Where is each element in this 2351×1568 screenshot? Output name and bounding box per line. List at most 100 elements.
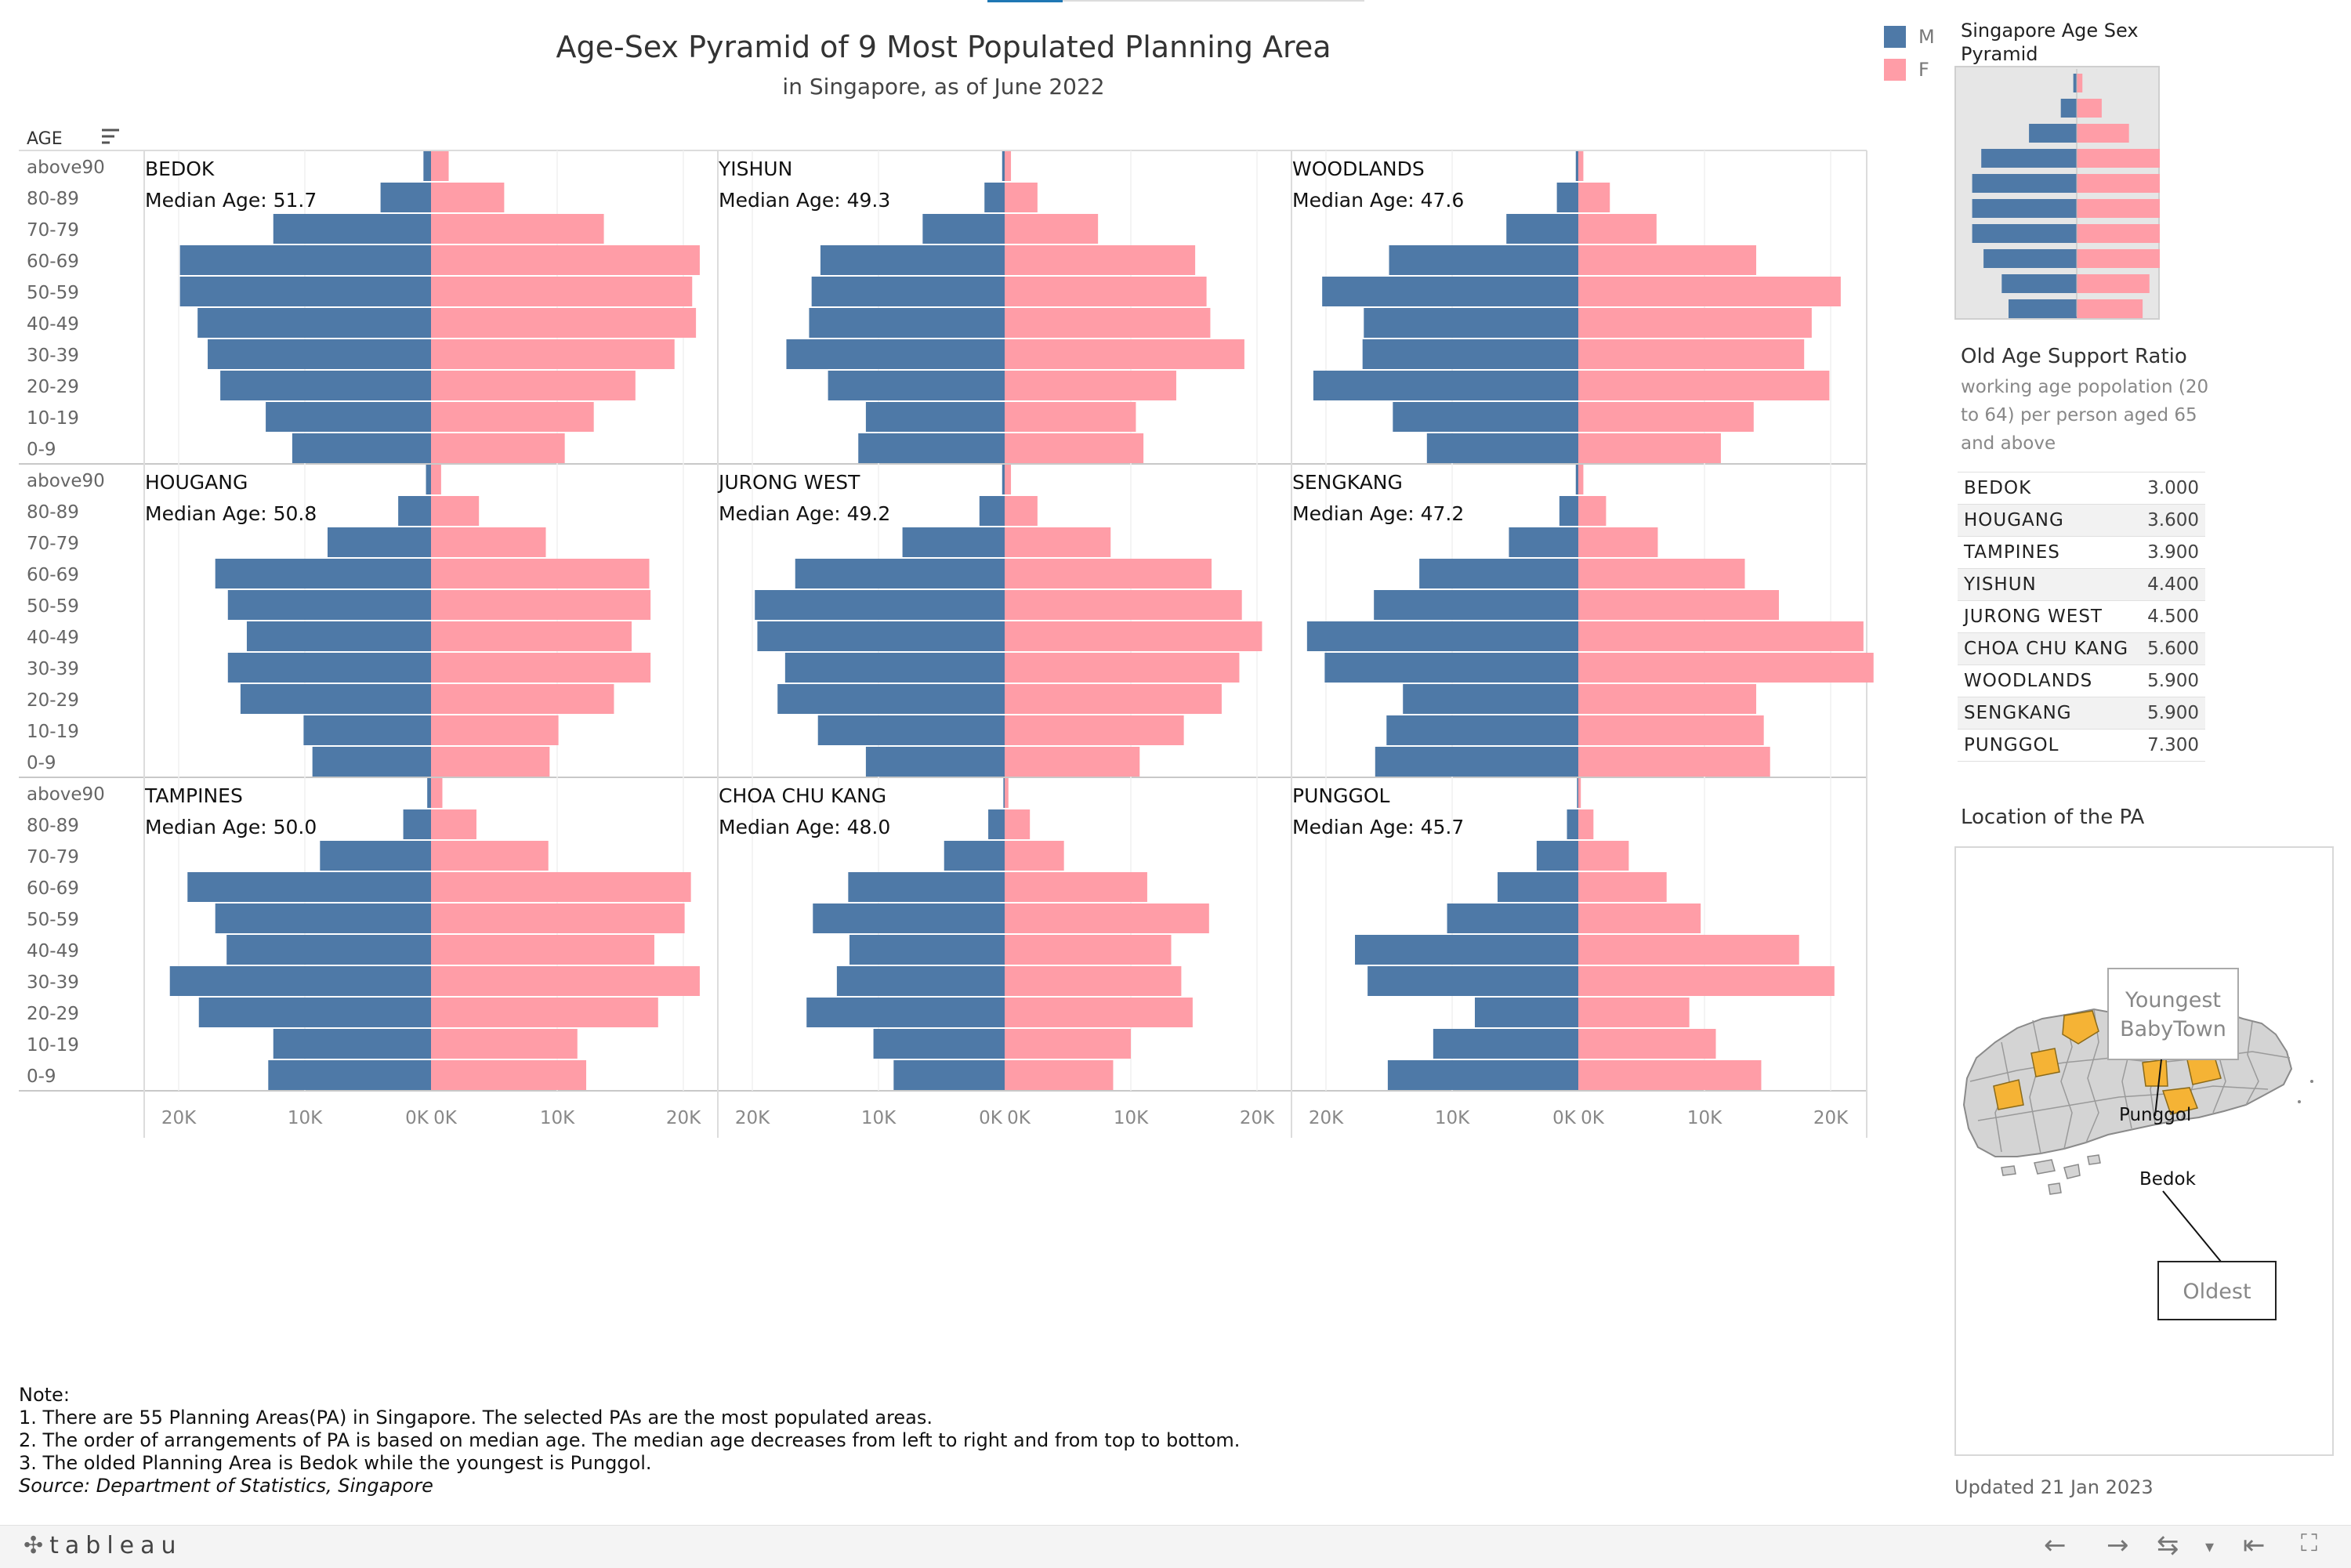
female-bar-tampines-30-39[interactable] — [431, 966, 700, 996]
female-bar-punggol-above90[interactable] — [1578, 778, 1581, 808]
male-bar-hougang-0-9[interactable] — [312, 747, 431, 777]
male-bar-choa-chu-kang-60-69[interactable] — [848, 872, 1005, 902]
female-bar-choa-chu-kang-60-69[interactable] — [1005, 872, 1147, 902]
female-bar-punggol-50-59[interactable] — [1578, 904, 1701, 933]
female-bar-tampines-above90[interactable] — [431, 778, 443, 808]
female-bar-bedok-above90[interactable] — [431, 151, 449, 181]
female-bar-bedok-50-59[interactable] — [431, 277, 693, 306]
male-bar-jurong-west-0-9[interactable] — [865, 747, 1005, 777]
male-bar-choa-chu-kang-above90[interactable] — [1003, 778, 1005, 808]
male-bar-punggol-70-79[interactable] — [1536, 841, 1578, 871]
male-bar-yishun-10-19[interactable] — [865, 402, 1005, 432]
female-bar-punggol-0-9[interactable] — [1578, 1060, 1762, 1090]
male-bar-hougang-50-59[interactable] — [227, 590, 431, 620]
female-bar-tampines-10-19[interactable] — [431, 1029, 578, 1059]
male-bar-sengkang-0-9[interactable] — [1375, 747, 1578, 777]
male-bar-bedok-30-39[interactable] — [208, 339, 431, 369]
map-area-bedok[interactable] — [2161, 1087, 2199, 1115]
male-bar-sengkang-50-59[interactable] — [1374, 590, 1578, 620]
male-bar-jurong-west-70-79[interactable] — [902, 527, 1005, 557]
female-bar-jurong-west-20-29[interactable] — [1005, 684, 1222, 714]
female-bar-woodlands-60-69[interactable] — [1578, 245, 1757, 275]
male-bar-tampines-10-19[interactable] — [273, 1029, 431, 1059]
female-bar-sengkang-50-59[interactable] — [1578, 590, 1779, 620]
male-bar-jurong-west-60-69[interactable] — [795, 559, 1005, 588]
male-bar-woodlands-30-39[interactable] — [1362, 339, 1578, 369]
male-bar-punggol-50-59[interactable] — [1447, 904, 1578, 933]
female-bar-choa-chu-kang-30-39[interactable] — [1005, 966, 1182, 996]
female-bar-yishun-60-69[interactable] — [1005, 245, 1196, 275]
fullscreen-icon[interactable]: ⛶ — [2301, 1530, 2317, 1557]
male-bar-tampines-40-49[interactable] — [226, 935, 431, 965]
female-bar-jurong-west-70-79[interactable] — [1005, 527, 1111, 557]
redo-icon[interactable]: → — [2106, 1530, 2129, 1561]
support-ratio-table[interactable]: BEDOK 3.000 HOUGANG 3.600 TAMPINES 3.900 YISHU… — [1958, 472, 2205, 762]
female-bar-jurong-west-40-49[interactable] — [1005, 621, 1262, 651]
female-bar-sengkang-80-89[interactable] — [1578, 496, 1607, 526]
female-bar-hougang-20-29[interactable] — [431, 684, 614, 714]
male-bar-bedok-80-89[interactable] — [380, 183, 431, 212]
female-bar-hougang-80-89[interactable] — [431, 496, 480, 526]
male-bar-choa-chu-kang-10-19[interactable] — [873, 1029, 1005, 1059]
male-bar-hougang-80-89[interactable] — [398, 496, 431, 526]
female-bar-choa-chu-kang-70-79[interactable] — [1005, 841, 1064, 871]
female-bar-sengkang-0-9[interactable] — [1578, 747, 1770, 777]
female-bar-jurong-west-10-19[interactable] — [1005, 715, 1184, 745]
female-bar-sengkang-70-79[interactable] — [1578, 527, 1658, 557]
male-bar-choa-chu-kang-20-29[interactable] — [806, 998, 1005, 1027]
female-bar-jurong-west-30-39[interactable] — [1005, 653, 1240, 683]
revert-icon[interactable]: ⇆ — [2157, 1530, 2179, 1561]
male-bar-hougang-10-19[interactable] — [303, 715, 431, 745]
male-bar-bedok-50-59[interactable] — [179, 277, 432, 306]
male-bar-yishun-80-89[interactable] — [984, 183, 1005, 212]
male-bar-choa-chu-kang-40-49[interactable] — [849, 935, 1005, 965]
female-bar-woodlands-above90[interactable] — [1578, 151, 1584, 181]
female-bar-choa-chu-kang-80-89[interactable] — [1005, 809, 1031, 839]
male-bar-jurong-west-20-29[interactable] — [777, 684, 1005, 714]
female-bar-jurong-west-above90[interactable] — [1005, 465, 1012, 494]
female-bar-bedok-80-89[interactable] — [431, 183, 505, 212]
male-bar-jurong-west-30-39[interactable] — [784, 653, 1005, 683]
female-bar-tampines-80-89[interactable] — [431, 809, 476, 839]
female-bar-bedok-60-69[interactable] — [431, 245, 700, 275]
female-bar-bedok-20-29[interactable] — [431, 371, 636, 400]
male-bar-woodlands-20-29[interactable] — [1313, 371, 1578, 400]
female-bar-choa-chu-kang-20-29[interactable] — [1005, 998, 1193, 1027]
undo-icon[interactable]: ← — [2044, 1530, 2067, 1561]
female-bar-tampines-20-29[interactable] — [431, 998, 658, 1027]
male-bar-jurong-west-40-49[interactable] — [757, 621, 1005, 651]
male-bar-sengkang-30-39[interactable] — [1324, 653, 1578, 683]
male-bar-tampines-20-29[interactable] — [198, 998, 431, 1027]
male-bar-yishun-0-9[interactable] — [858, 433, 1005, 463]
male-bar-punggol-0-9[interactable] — [1387, 1060, 1578, 1090]
legend-item-male[interactable]: M — [1884, 20, 1935, 53]
male-bar-choa-chu-kang-30-39[interactable] — [836, 966, 1005, 996]
support-ratio-row[interactable]: YISHUN 4.400 — [1958, 569, 2205, 601]
female-bar-sengkang-10-19[interactable] — [1578, 715, 1764, 745]
female-bar-woodlands-70-79[interactable] — [1578, 214, 1657, 244]
male-bar-choa-chu-kang-50-59[interactable] — [813, 904, 1005, 933]
female-bar-sengkang-60-69[interactable] — [1578, 559, 1745, 588]
female-bar-bedok-40-49[interactable] — [431, 308, 697, 338]
male-bar-yishun-30-39[interactable] — [786, 339, 1005, 369]
support-ratio-row[interactable]: BEDOK 3.000 — [1958, 473, 2205, 505]
female-bar-choa-chu-kang-40-49[interactable] — [1005, 935, 1172, 965]
female-bar-woodlands-30-39[interactable] — [1578, 339, 1805, 369]
dropdown-icon[interactable]: ▾ — [2205, 1537, 2215, 1557]
female-bar-woodlands-0-9[interactable] — [1578, 433, 1721, 463]
female-bar-jurong-west-50-59[interactable] — [1005, 590, 1242, 620]
male-bar-punggol-30-39[interactable] — [1367, 966, 1578, 996]
support-ratio-row[interactable]: CHOA CHU KANG 5.600 — [1958, 633, 2205, 665]
female-bar-yishun-10-19[interactable] — [1005, 402, 1136, 432]
male-bar-tampines-50-59[interactable] — [215, 904, 431, 933]
male-bar-jurong-west-50-59[interactable] — [755, 590, 1005, 620]
male-bar-woodlands-40-49[interactable] — [1364, 308, 1578, 338]
female-bar-hougang-50-59[interactable] — [431, 590, 651, 620]
male-bar-bedok-60-69[interactable] — [179, 245, 432, 275]
male-bar-jurong-west-10-19[interactable] — [817, 715, 1005, 745]
sort-icon[interactable] — [102, 129, 119, 144]
male-bar-hougang-40-49[interactable] — [246, 621, 431, 651]
female-bar-hougang-10-19[interactable] — [431, 715, 559, 745]
male-bar-bedok-above90[interactable] — [423, 151, 431, 181]
male-bar-punggol-10-19[interactable] — [1433, 1029, 1578, 1059]
